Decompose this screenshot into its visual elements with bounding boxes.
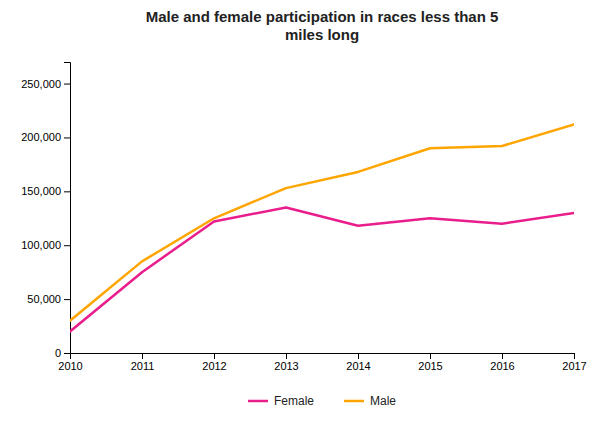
y-tick: 150,000 (21, 185, 70, 197)
x-tick-label: 2017 (562, 360, 586, 372)
y-axis: 0 50,000 100,000 150,000 200,000 250,000 (21, 63, 70, 360)
legend-item: Male (344, 394, 396, 408)
y-tick-label: 250,000 (21, 78, 61, 90)
chart: 2010 2011 2012 2013 2014 2015 2016 2017 0 50,000 1… (0, 0, 600, 433)
x-tick: 2011 (131, 353, 155, 372)
x-tick-label: 2014 (346, 360, 370, 372)
y-tick-label: 50,000 (27, 293, 61, 305)
x-tick-mark (214, 353, 215, 359)
plot: 2010 2011 2012 2013 2014 2015 2016 2017 0 50,000 1… (21, 63, 587, 372)
x-tick: 2014 (346, 353, 370, 372)
x-tick-mark (286, 353, 287, 359)
x-axis: 2010 2011 2012 2013 2014 2015 2016 2017 (58, 353, 586, 372)
series-line (70, 125, 574, 321)
x-tick-label: 2011 (131, 360, 155, 372)
x-tick: 2012 (202, 353, 226, 372)
x-tick: 2010 (58, 353, 82, 372)
x-tick-mark (142, 353, 143, 359)
series-group (70, 125, 574, 332)
y-tick-mark (64, 137, 70, 138)
legend-item: Female (248, 394, 314, 408)
y-tick-mark (64, 191, 70, 192)
y-tick: 0 (55, 347, 70, 359)
y-tick-mark (64, 299, 70, 300)
y-tick-mark (64, 353, 70, 354)
x-axis-line (71, 354, 575, 360)
y-tick-mark (64, 84, 70, 85)
x-tick-mark (502, 353, 503, 359)
x-tick: 2017 (562, 353, 586, 372)
x-tick-label: 2015 (418, 360, 442, 372)
y-tick-mark (64, 245, 70, 246)
legend: Female Male (248, 394, 396, 408)
y-tick-label: 150,000 (21, 185, 61, 197)
y-tick: 250,000 (21, 78, 70, 90)
y-tick: 200,000 (21, 131, 70, 143)
y-tick: 50,000 (27, 293, 70, 305)
x-tick-label: 2016 (490, 360, 514, 372)
title: Male and female participation in races l… (146, 8, 499, 43)
x-tick-label: 2012 (202, 360, 226, 372)
legend-label: Female (274, 394, 314, 408)
y-tick-label: 200,000 (21, 131, 61, 143)
legend-label: Male (370, 394, 396, 408)
y-tick: 100,000 (21, 239, 70, 251)
y-tick-label: 100,000 (21, 239, 61, 251)
x-tick-mark (574, 353, 575, 359)
x-tick-mark (430, 353, 431, 359)
y-axis-line (64, 63, 71, 354)
x-tick: 2016 (490, 353, 514, 372)
y-tick-label: 0 (55, 347, 61, 359)
series-line (70, 208, 574, 332)
x-tick-label: 2013 (274, 360, 298, 372)
legend-swatch (344, 400, 364, 403)
x-tick: 2013 (274, 353, 298, 372)
x-tick: 2015 (418, 353, 442, 372)
legend-swatch (248, 400, 268, 403)
x-tick-label: 2010 (58, 360, 82, 372)
x-tick-mark (358, 353, 359, 359)
